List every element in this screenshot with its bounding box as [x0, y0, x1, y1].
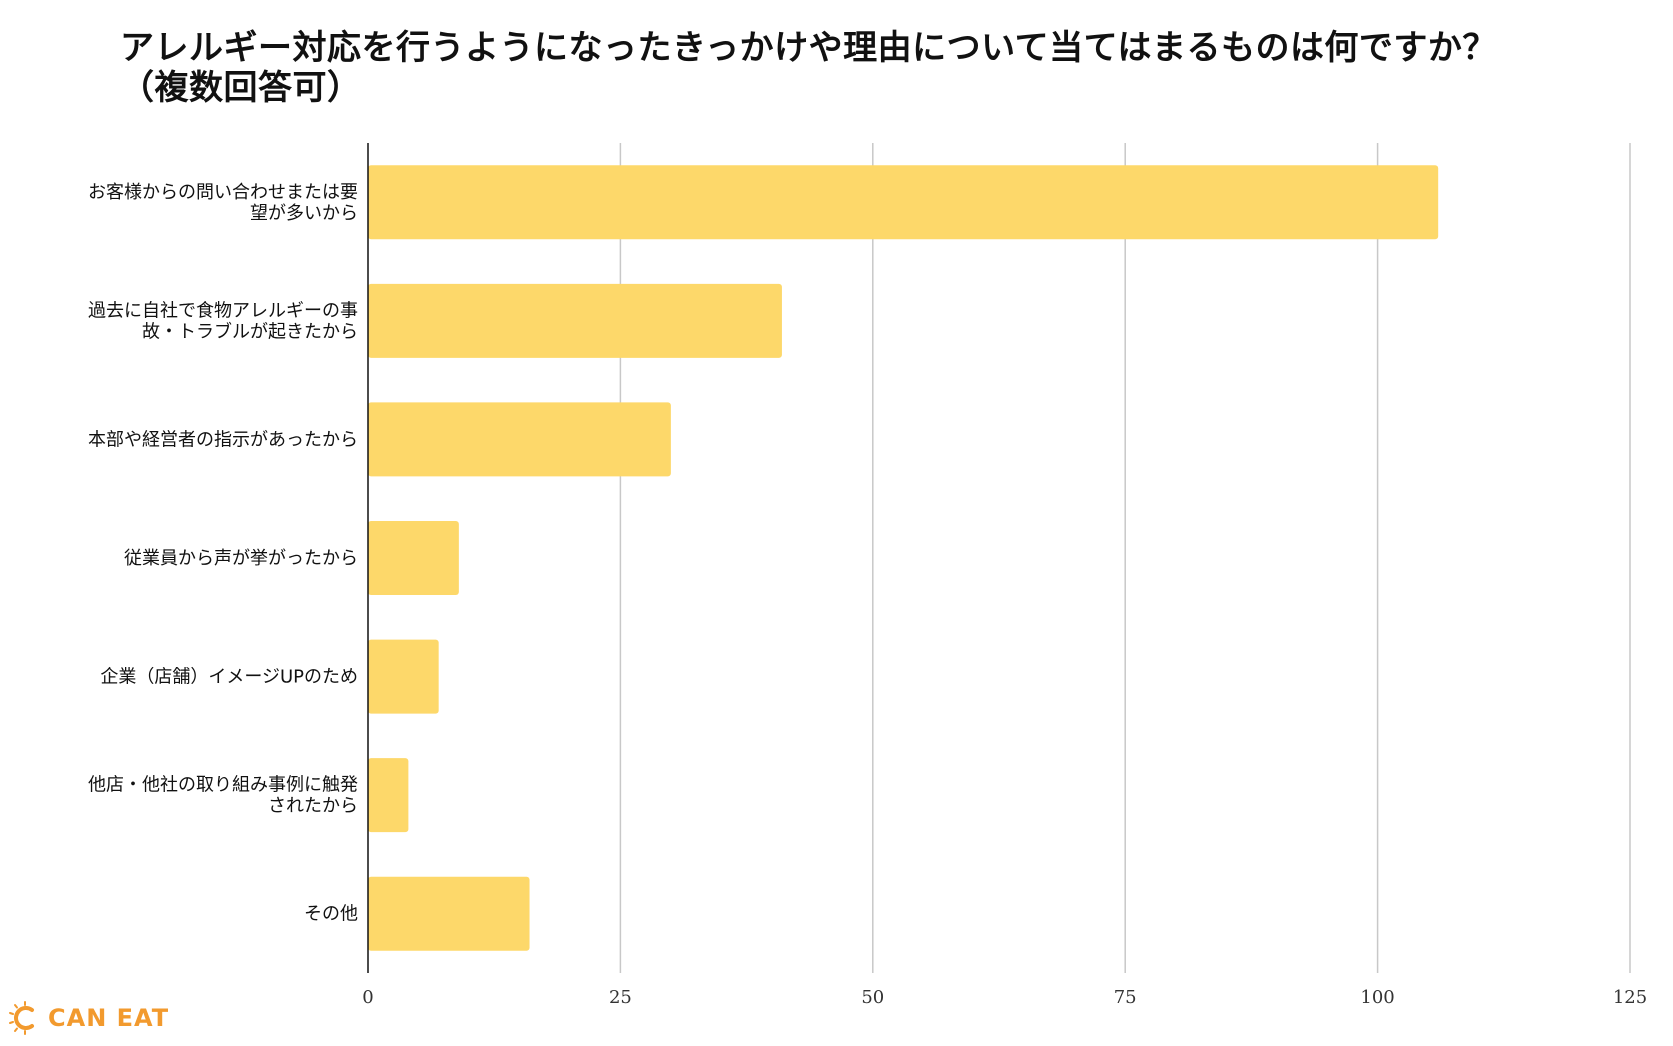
category-label-6-line-1: 他店・他社の取り組み事例に触発: [88, 775, 358, 796]
bars: [368, 165, 1439, 951]
x-tick-label-100: 100: [1360, 987, 1394, 1008]
category-label-1-line-2: 望が多いから: [250, 203, 358, 224]
category-label-2-line-2: 故・トラブルが起きたから: [142, 320, 358, 342]
category-label-2-line-1: 過去に自社で食物アレルギーの事: [88, 300, 358, 321]
category-labels: お客様からの問い合わせまたは要望が多いから過去に自社で食物アレルギーの事故・トラ…: [88, 182, 358, 925]
x-tick-label-50: 50: [861, 987, 884, 1008]
bar-1: [368, 165, 1439, 240]
tick-labels: 0 25 50 75 100 125: [362, 987, 1647, 1008]
bar-4: [368, 521, 459, 595]
c-logo-icon: [9, 1001, 34, 1035]
category-label-5-line-1: 企業（店舗）イメージUPのため: [100, 667, 358, 688]
chart-title: アレルギー対応を行うようになったきっかけや理由について当てはまるものは何ですか？…: [120, 28, 1640, 108]
x-tick-label-25: 25: [609, 987, 632, 1008]
category-label-4-line-1: 従業員から声が挙がったから: [124, 548, 358, 569]
category-label-3-line-1: 本部や経営者の指示があったから: [88, 429, 358, 450]
bar-3: [368, 402, 671, 477]
grid-lines: [619, 143, 1631, 973]
category-label-6-line-2: されたから: [268, 796, 358, 817]
bar-2: [368, 283, 782, 358]
bar-7: [368, 876, 530, 951]
logo-text: CAN EAT: [48, 1004, 170, 1032]
x-tick-label-75: 75: [1114, 987, 1137, 1008]
bar-5: [368, 639, 439, 714]
category-label-1-line-1: お客様からの問い合わせまたは要: [88, 182, 358, 203]
x-tick-label-0: 0: [362, 987, 373, 1008]
category-label-7-line-1: その他: [304, 904, 358, 925]
bar-6: [368, 758, 409, 833]
can-eat-logo: CAN EAT: [8, 1000, 169, 1036]
chart-title-line-1: アレルギー対応を行うようになったきっかけや理由について当てはまるものは何ですか？: [120, 28, 1497, 68]
x-tick-label-125: 125: [1613, 987, 1647, 1008]
chart-title-line-2: （複数回答可）: [120, 68, 362, 108]
